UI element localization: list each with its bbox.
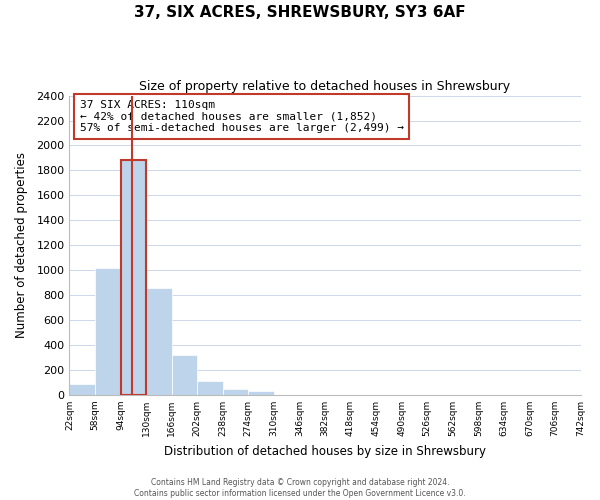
Bar <box>70 384 95 395</box>
Bar <box>172 355 197 395</box>
Bar <box>121 160 146 395</box>
Bar <box>248 390 274 395</box>
Title: Size of property relative to detached houses in Shrewsbury: Size of property relative to detached ho… <box>139 80 511 93</box>
Bar <box>146 288 172 395</box>
X-axis label: Distribution of detached houses by size in Shrewsbury: Distribution of detached houses by size … <box>164 444 486 458</box>
Bar <box>223 388 248 395</box>
Text: 37, SIX ACRES, SHREWSBURY, SY3 6AF: 37, SIX ACRES, SHREWSBURY, SY3 6AF <box>134 5 466 20</box>
Bar <box>95 268 121 395</box>
Bar <box>197 380 223 395</box>
Y-axis label: Number of detached properties: Number of detached properties <box>15 152 28 338</box>
Bar <box>121 160 146 395</box>
Text: Contains HM Land Registry data © Crown copyright and database right 2024.
Contai: Contains HM Land Registry data © Crown c… <box>134 478 466 498</box>
Text: 37 SIX ACRES: 110sqm
← 42% of detached houses are smaller (1,852)
57% of semi-de: 37 SIX ACRES: 110sqm ← 42% of detached h… <box>80 100 404 133</box>
